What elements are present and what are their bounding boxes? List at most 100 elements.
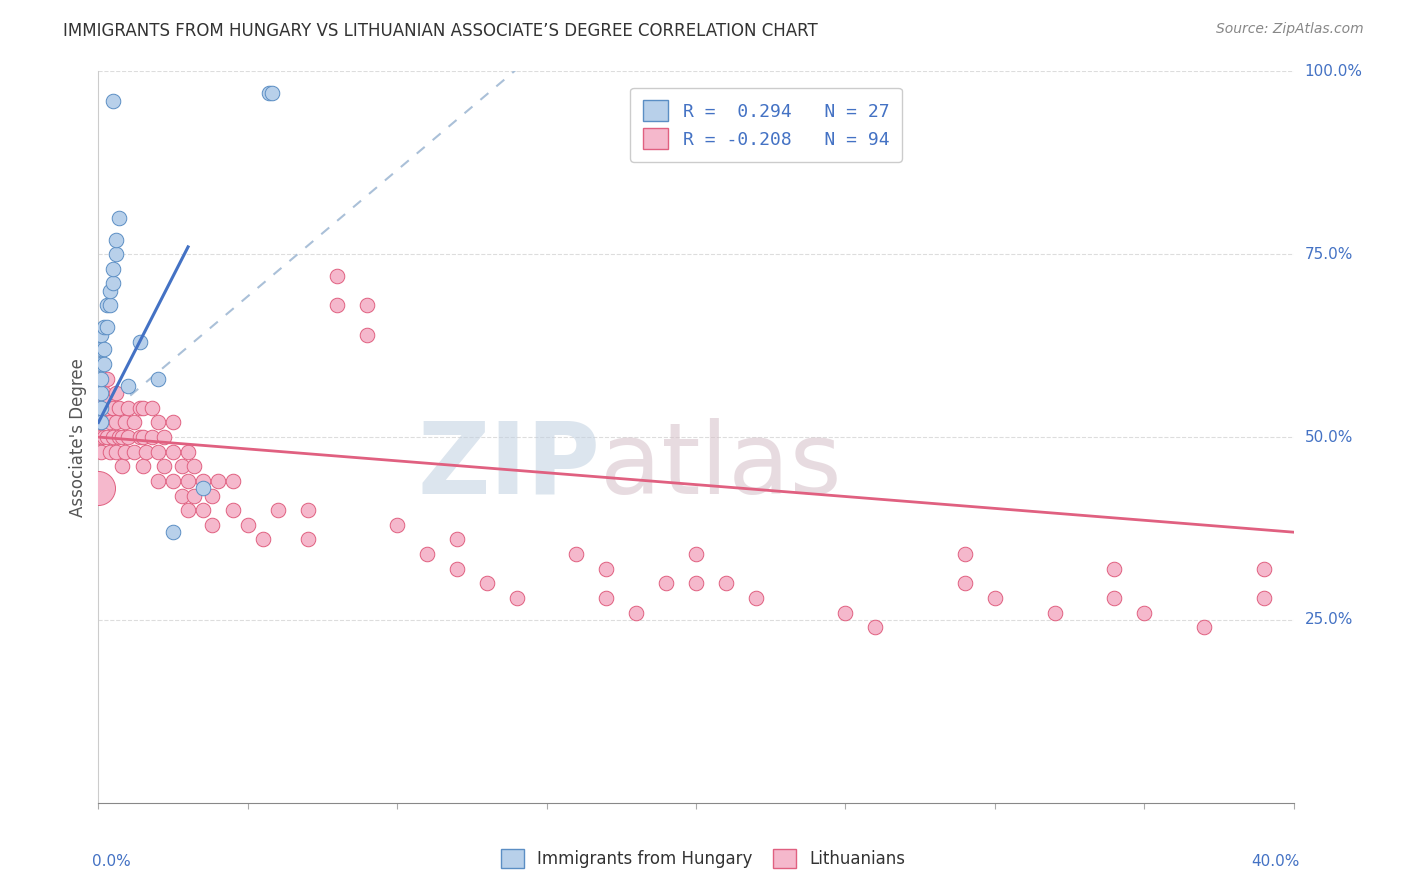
Point [595,562,617,576]
Point [117,401,139,415]
Point [201,489,224,503]
Point [132,459,155,474]
Point [475,576,498,591]
Text: 0.0%: 0.0% [93,854,131,869]
Point [385,517,409,532]
Point [108,211,131,225]
Point [90,401,112,415]
Point [90,416,112,430]
Point [105,444,128,458]
Point [129,334,152,349]
Text: 25.0%: 25.0% [1305,613,1353,627]
Point [162,525,184,540]
Point [865,620,887,634]
Point [105,386,128,401]
Point [626,606,648,620]
Point [98,444,122,458]
Point [129,430,152,444]
Point [595,591,617,605]
Point [96,320,118,334]
Point [103,430,125,444]
Point [252,533,274,547]
Point [117,430,139,444]
Point [326,298,349,312]
Point [90,386,112,401]
Point [114,444,136,458]
Point [326,269,349,284]
Point [416,547,439,561]
Text: 50.0%: 50.0% [1305,430,1353,444]
Point [565,547,588,561]
Point [177,474,200,488]
Point [257,87,280,101]
Point [98,416,122,430]
Point [124,416,146,430]
Point [162,474,184,488]
Point [153,430,176,444]
Point [93,320,115,334]
Y-axis label: Associate's Degree: Associate's Degree [69,358,87,516]
Point [177,444,200,458]
Point [90,357,112,371]
Point [1133,606,1156,620]
Point [297,533,319,547]
Point [177,503,200,517]
Point [685,547,707,561]
Point [953,576,976,591]
Point [1104,591,1126,605]
Point [446,562,468,576]
Point [172,489,194,503]
Point [714,576,737,591]
Point [96,371,118,385]
Point [132,430,155,444]
Point [105,233,128,247]
Point [114,416,136,430]
Point [745,591,768,605]
Legend: Immigrants from Hungary, Lithuanians: Immigrants from Hungary, Lithuanians [494,842,912,875]
Legend: R =  0.294   N = 27, R = -0.208   N = 94: R = 0.294 N = 27, R = -0.208 N = 94 [630,87,903,162]
Point [117,379,139,393]
Point [90,371,112,385]
Point [103,94,125,108]
Point [207,474,229,488]
Point [183,459,205,474]
Point [148,416,170,430]
Point [90,444,112,458]
Point [90,430,112,444]
Text: 100.0%: 100.0% [1305,64,1362,78]
Point [96,430,118,444]
Point [90,327,112,342]
Point [98,298,122,312]
Point [98,284,122,298]
Point [506,591,529,605]
Point [191,503,214,517]
Point [87,481,110,495]
Point [135,444,157,458]
Point [1104,562,1126,576]
Point [236,517,259,532]
Point [103,277,125,291]
Point [655,576,678,591]
Point [148,444,170,458]
Point [108,401,131,415]
Point [222,474,245,488]
Point [201,517,224,532]
Point [172,459,194,474]
Point [148,474,170,488]
Point [267,503,290,517]
Point [90,489,112,503]
Point [90,343,112,357]
Point [141,430,163,444]
Point [105,416,128,430]
Point [105,247,128,261]
Point [93,386,115,401]
Point [191,474,214,488]
Text: 75.0%: 75.0% [1305,247,1353,261]
Point [260,87,283,101]
Point [103,261,125,276]
Text: IMMIGRANTS FROM HUNGARY VS LITHUANIAN ASSOCIATE’S DEGREE CORRELATION CHART: IMMIGRANTS FROM HUNGARY VS LITHUANIAN AS… [63,22,818,40]
Point [953,547,976,561]
Point [162,416,184,430]
Text: ZIP: ZIP [418,417,600,515]
Point [1043,606,1066,620]
